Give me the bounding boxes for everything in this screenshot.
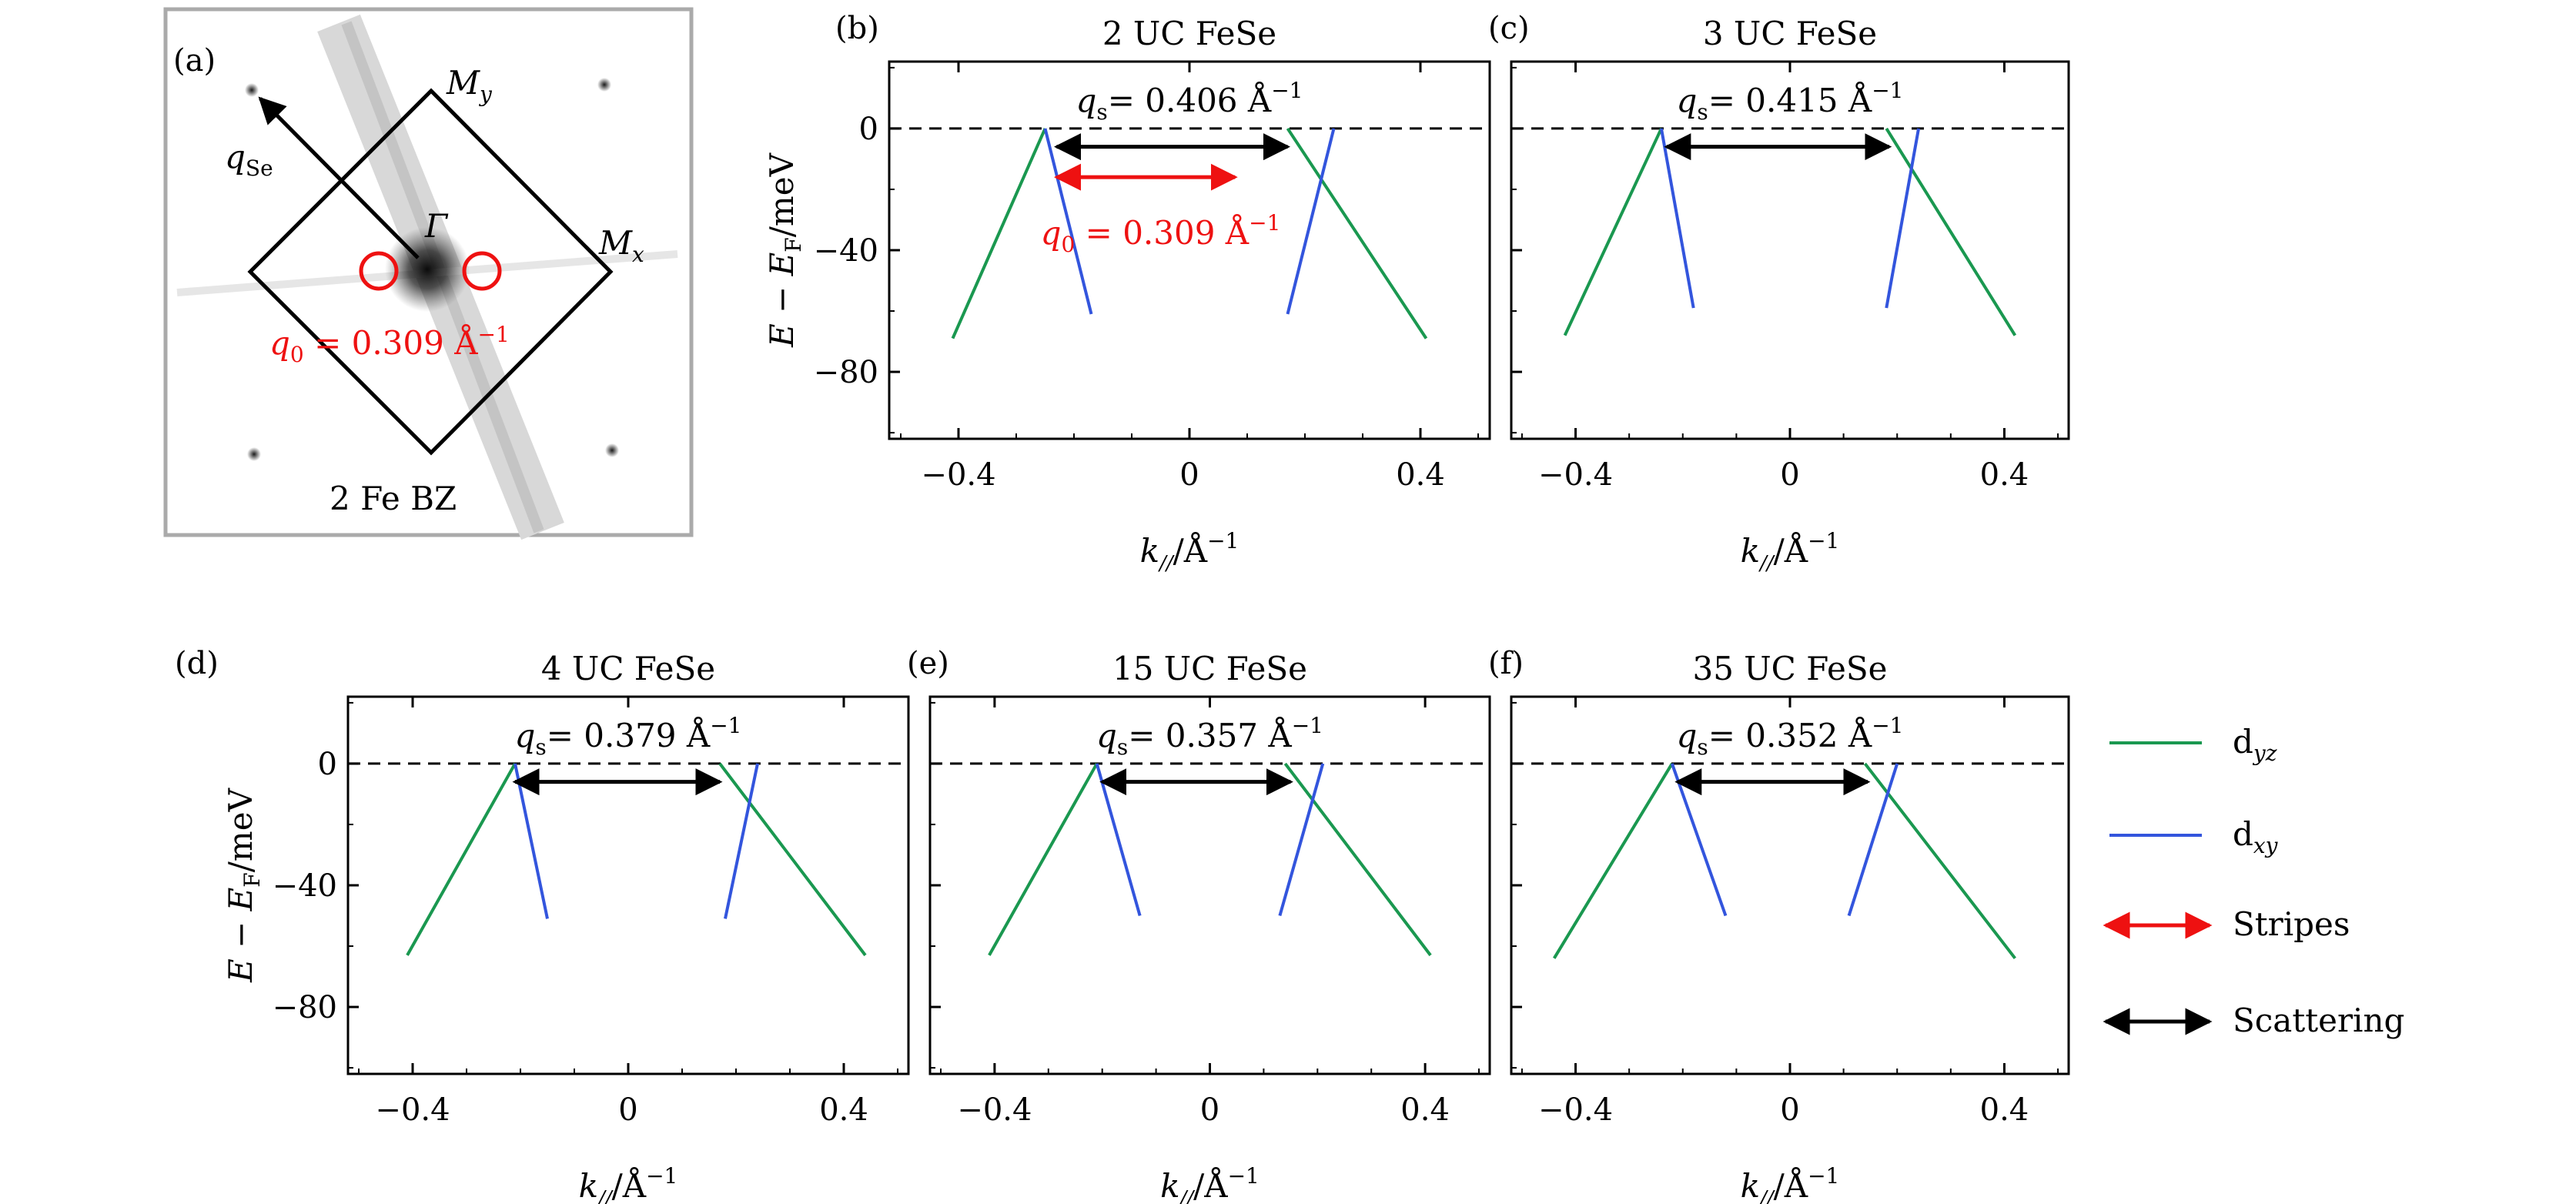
qs-label: qs= 0.406 Å−1: [1076, 78, 1303, 125]
x-tick-label: 0.4: [1980, 1092, 2029, 1128]
x-tick-label: −0.4: [1538, 457, 1613, 493]
dyz-band-line: [951, 128, 1047, 339]
panel-label: (c): [1488, 11, 1530, 46]
x-tick-label: −0.4: [921, 457, 995, 493]
chart-title: 2 UC FeSe: [1102, 15, 1276, 52]
panel-label: (e): [907, 646, 949, 681]
dyz-band-line: [1885, 127, 2017, 336]
q0-circle-left: [359, 251, 399, 291]
x-axis-label: k///Å−1: [1741, 528, 1840, 575]
dyz-band-line: [988, 762, 1099, 956]
q0-circle-right: [462, 251, 502, 291]
panel-b-band-chart: −0.4 0 0.4 0 −40 −80 2 UC FeSe (b) k///Å−1 E − EF…: [763, 11, 1491, 575]
x-tick-label: 0: [1780, 1092, 1799, 1128]
panel-label: (f): [1488, 646, 1524, 681]
x-tick-label: 0: [618, 1092, 637, 1128]
brillouin-zone-diamond: [247, 88, 614, 456]
y-axis-label: E − EF/meV: [763, 152, 806, 347]
dyz-band-line: [1286, 127, 1428, 339]
y-tick-label: 0: [318, 747, 337, 782]
dyz-band-line: [1863, 762, 2016, 960]
panel-a-label: (a): [173, 43, 216, 79]
y-tick-label: 0: [859, 112, 878, 147]
legend-dxy-label: dxy: [2233, 815, 2279, 858]
panel-label: (b): [835, 11, 879, 46]
x-tick-label: 0.4: [819, 1092, 868, 1128]
qs-label: qs= 0.379 Å−1: [514, 713, 741, 760]
y-tick-label: −40: [273, 868, 337, 904]
bragg-peak: [605, 443, 619, 457]
dxy-band-line: [724, 763, 759, 919]
q-se-label: qSe: [225, 138, 273, 181]
x-tick-label: −0.4: [1538, 1092, 1613, 1128]
panel-c-band-chart: −0.4 0 0.4 3 UC FeSe (c) k///Å−1 qs= 0.415 Å−1: [1488, 11, 2070, 575]
panel-label: (d): [175, 646, 219, 681]
x-tick-label: 0: [1179, 457, 1199, 493]
chart-title: 15 UC FeSe: [1112, 650, 1307, 687]
x-tick-label: −0.4: [375, 1092, 450, 1128]
dxy-band-line: [1847, 763, 1899, 917]
legend-dyz-label: dyz: [2233, 723, 2277, 766]
x-tick-label: −0.4: [957, 1092, 1032, 1128]
qs-label: qs= 0.415 Å−1: [1676, 78, 1903, 125]
x-tick-label: 0: [1200, 1092, 1219, 1128]
dxy-band-line: [1095, 763, 1142, 917]
x-axis-label: k///Å−1: [1741, 1163, 1840, 1204]
x-axis-label: k///Å−1: [1140, 528, 1239, 575]
mx-label: Mx: [598, 224, 644, 267]
panel-d-band-chart: −0.4 0 0.4 0 −40 −80 4 UC FeSe (d) k///Å−1 E − EF…: [175, 646, 910, 1204]
chart-title: 4 UC FeSe: [541, 650, 715, 687]
my-label: My: [446, 64, 493, 107]
bragg-peak: [597, 78, 611, 92]
dxy-band-line: [1885, 128, 1921, 309]
dyz-band-line: [718, 762, 867, 957]
dxy-band-line: [1670, 763, 1728, 917]
legend-scattering-label: Scattering: [2233, 1002, 2404, 1039]
dxy-band-line: [1659, 128, 1695, 309]
x-axis-label: k///Å−1: [579, 1163, 678, 1204]
dxy-band-line: [1286, 128, 1336, 315]
y-axis-label: E − EF/meV: [222, 788, 265, 982]
qs-label: qs= 0.352 Å−1: [1676, 713, 1903, 760]
x-tick-label: 0.4: [1980, 457, 2029, 493]
panel-a-fft-image: (a) qSe My Mx Γ q0 = 0.309 Å−1 2 Fe BZ: [163, 7, 694, 540]
legend: dyz dxy Stripes Scattering: [2103, 723, 2404, 1039]
dxy-band-line: [514, 763, 549, 919]
x-tick-label: 0.4: [1396, 457, 1445, 493]
q0-label: q0 = 0.309 Å−1: [269, 322, 510, 367]
dyz-band-line: [406, 762, 517, 956]
dyz-band-line: [1563, 128, 1663, 336]
x-tick-label: 0.4: [1400, 1092, 1450, 1128]
y-tick-label: −80: [273, 990, 337, 1025]
x-tick-label: 0: [1780, 457, 1799, 493]
chart-title: 3 UC FeSe: [1703, 15, 1877, 52]
dxy-band-line: [1278, 763, 1325, 917]
qs-label: qs= 0.357 Å−1: [1096, 713, 1323, 760]
dyz-band-line: [1552, 762, 1674, 959]
panel-e-band-chart: −0.4 0 0.4 15 UC FeSe (e) k///Å−1 qs= 0.357 Å−…: [907, 646, 1491, 1204]
dyz-band-line: [1283, 762, 1432, 957]
dxy-band-line: [1043, 128, 1093, 315]
stripes-label: q0 = 0.309 Å−1: [1041, 210, 1281, 257]
bragg-peak: [247, 447, 261, 461]
panel-f-band-chart: −0.4 0 0.4 35 UC FeSe (f) k///Å−1 qs= 0.352 Å−…: [1488, 646, 2070, 1204]
chart-title: 35 UC FeSe: [1692, 650, 1887, 687]
legend-stripes-label: Stripes: [2233, 905, 2350, 943]
x-axis-label: k///Å−1: [1160, 1163, 1260, 1204]
y-tick-label: −80: [814, 355, 878, 390]
y-tick-label: −40: [814, 233, 878, 269]
bragg-peak: [245, 83, 259, 97]
q-se-arrow: [258, 96, 420, 259]
gamma-label: Γ: [424, 207, 449, 245]
bz-label: 2 Fe BZ: [330, 480, 457, 517]
